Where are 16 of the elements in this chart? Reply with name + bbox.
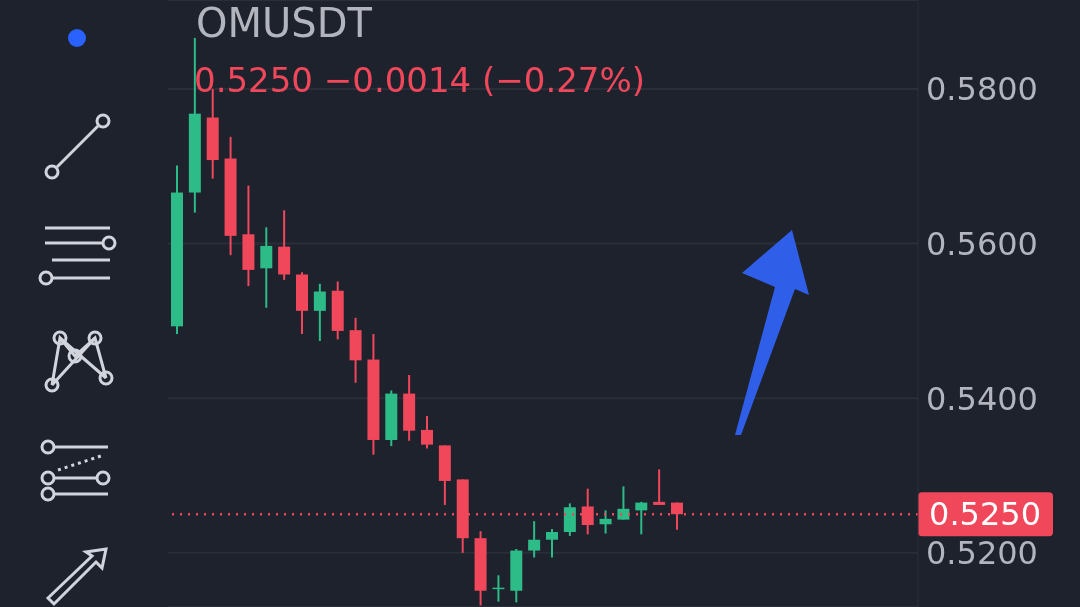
candlestick bbox=[313, 282, 326, 342]
candlestick bbox=[635, 500, 648, 536]
y-tick-label: 0.5600 bbox=[926, 224, 1038, 263]
y-tick-label: 0.5800 bbox=[926, 70, 1038, 109]
candlestick bbox=[546, 527, 558, 559]
chart-title: OMUSDT bbox=[196, 0, 372, 46]
text: 0.5250 −0.0014 (−0.27%) bbox=[194, 60, 646, 100]
candlestick bbox=[528, 520, 541, 559]
y-tick-label: 0.5400 bbox=[926, 379, 1038, 418]
candlestick bbox=[653, 468, 666, 506]
candlestick bbox=[260, 226, 273, 309]
ref-line-label: 0.5250 bbox=[929, 495, 1041, 534]
candlestick bbox=[617, 485, 630, 521]
y-tick-label: 0.5200 bbox=[926, 534, 1038, 573]
candlestick bbox=[599, 509, 612, 535]
candlestick bbox=[421, 415, 433, 450]
